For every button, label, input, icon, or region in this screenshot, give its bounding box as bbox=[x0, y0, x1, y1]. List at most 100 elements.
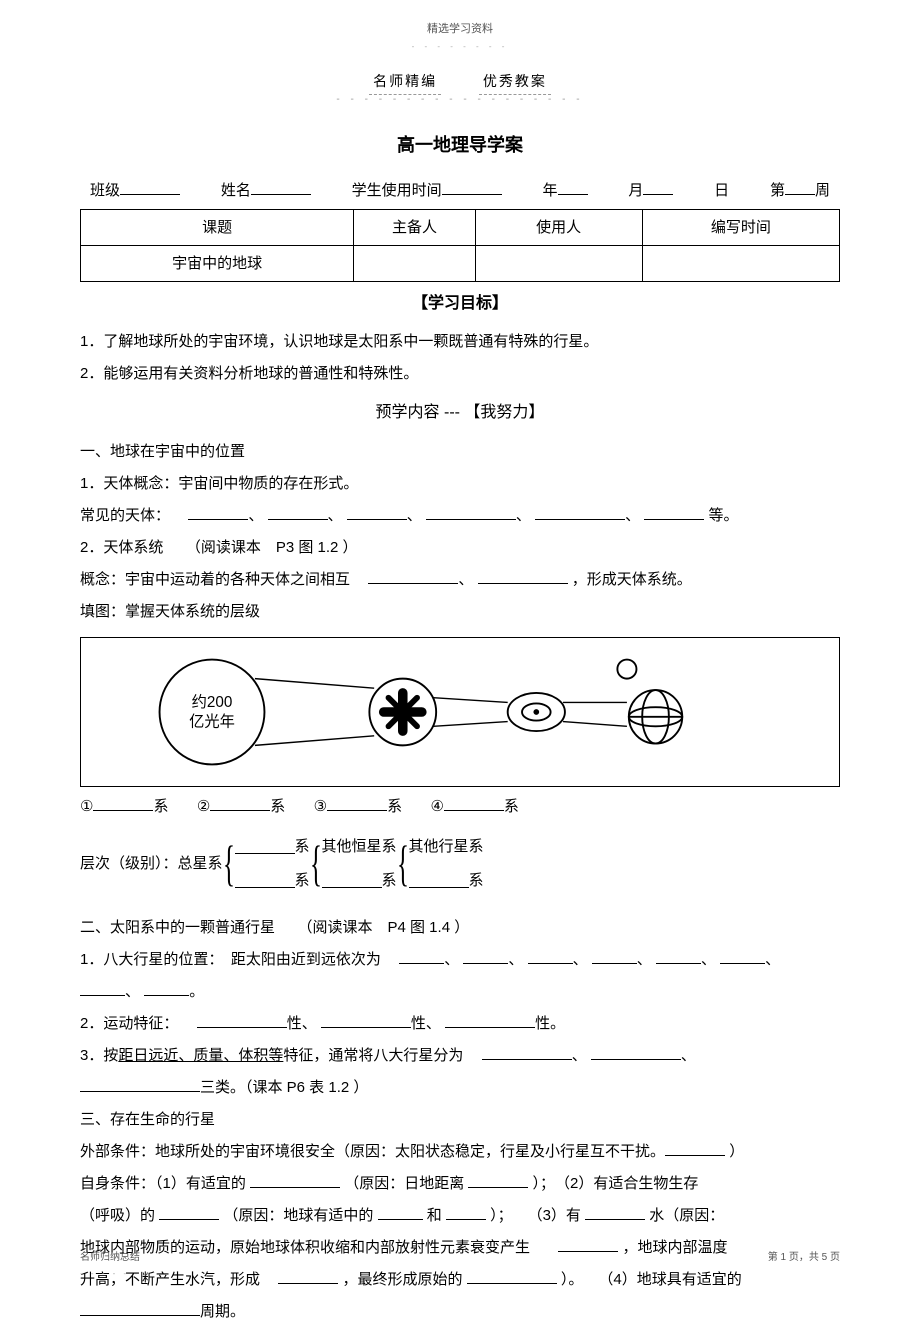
sys: 系 bbox=[295, 866, 310, 896]
header-dashes: - - - - - - - - - - - - - - - - - - bbox=[80, 91, 840, 109]
part3-title: 三、存在生命的行星 bbox=[80, 1105, 840, 1135]
blank[interactable] bbox=[80, 1301, 200, 1316]
blank[interactable] bbox=[409, 873, 469, 888]
sys-label: 系 bbox=[504, 798, 519, 815]
footer-left: 名师归纳总结 bbox=[80, 1249, 151, 1267]
topic-label: 课题 bbox=[81, 209, 354, 245]
c4: ④ bbox=[430, 792, 443, 822]
sep: 、 bbox=[248, 507, 263, 524]
sys: 系 bbox=[295, 832, 310, 862]
topic-value: 宇宙中的地球 bbox=[81, 245, 354, 281]
part2-title: 二、太阳系中的一颗普通行星 （阅读课本 P4 图 1.4 ） bbox=[80, 913, 840, 943]
p2-mid: 性、 bbox=[411, 1015, 441, 1032]
blank[interactable] bbox=[80, 981, 125, 996]
sys: 系 bbox=[469, 866, 484, 896]
year-blank[interactable] bbox=[558, 180, 588, 195]
blank[interactable] bbox=[210, 796, 270, 811]
blank[interactable] bbox=[197, 1013, 287, 1028]
sep: 、 bbox=[637, 951, 652, 968]
blank[interactable] bbox=[347, 505, 407, 520]
blank[interactable] bbox=[80, 1077, 200, 1092]
diagram-text1: 约200 bbox=[192, 694, 233, 711]
sep: 、 bbox=[765, 951, 780, 968]
write-time-label: 编写时间 bbox=[642, 209, 839, 245]
diagram-svg: 约200 亿光年 bbox=[93, 650, 827, 774]
blank[interactable] bbox=[378, 1205, 423, 1220]
sys: 系 bbox=[382, 866, 397, 896]
blank[interactable] bbox=[585, 1205, 645, 1220]
part1-p5: 填图：掌握天体系统的层级 bbox=[80, 597, 840, 627]
blank[interactable] bbox=[446, 1205, 486, 1220]
info-line: 班级 姓名 学生使用时间 年 月 日 第周 bbox=[80, 177, 840, 204]
blank[interactable] bbox=[644, 505, 704, 520]
p4-suffix: ，形成天体系统。 bbox=[572, 571, 692, 588]
blank[interactable] bbox=[368, 569, 458, 584]
blank[interactable] bbox=[720, 949, 765, 964]
blank[interactable] bbox=[535, 505, 625, 520]
blank[interactable] bbox=[327, 796, 387, 811]
write-time-value[interactable] bbox=[642, 245, 839, 281]
blank[interactable] bbox=[322, 873, 382, 888]
week-blank[interactable] bbox=[785, 180, 815, 195]
year-label: 年 bbox=[542, 177, 557, 204]
part1-p1: 1．天体概念：宇宙间中物质的存在形式。 bbox=[80, 469, 840, 499]
blank[interactable] bbox=[188, 505, 248, 520]
blank[interactable] bbox=[399, 949, 444, 964]
blank[interactable] bbox=[235, 839, 295, 854]
c1: ① bbox=[80, 792, 93, 822]
blank[interactable] bbox=[445, 1013, 535, 1028]
blank[interactable] bbox=[268, 505, 328, 520]
month-blank[interactable] bbox=[643, 180, 673, 195]
top-label: 精选学习资料 bbox=[80, 20, 840, 40]
use-time-blank[interactable] bbox=[442, 180, 502, 195]
user-value[interactable] bbox=[475, 245, 642, 281]
blank[interactable] bbox=[656, 949, 701, 964]
blank[interactable] bbox=[144, 981, 189, 996]
body: 1．了解地球所处的宇宙环境，认识地球是太阳系中一颗既普通有特殊的行星。 2．能够… bbox=[80, 327, 840, 1327]
blank[interactable] bbox=[159, 1205, 219, 1220]
sep: 、 bbox=[508, 951, 523, 968]
p2b: （原因：日地距离 bbox=[344, 1175, 464, 1192]
class-blank[interactable] bbox=[120, 180, 180, 195]
blank[interactable] bbox=[321, 1013, 411, 1028]
blank[interactable] bbox=[528, 949, 573, 964]
goal-1: 1．了解地球所处的宇宙环境，认识地球是太阳系中一颗既普通有特殊的行星。 bbox=[80, 327, 840, 357]
sep: 、 bbox=[458, 571, 473, 588]
other-star: 其他恒星系 bbox=[322, 832, 397, 862]
blank[interactable] bbox=[468, 1173, 528, 1188]
blank[interactable] bbox=[592, 949, 637, 964]
sep: 、 bbox=[407, 507, 422, 524]
footer-dots: - - - - - - - bbox=[80, 1267, 151, 1281]
sep: 、 bbox=[681, 1047, 696, 1064]
preparer-value[interactable] bbox=[354, 245, 475, 281]
brace-icon: { bbox=[397, 841, 409, 886]
p3d: ）； （3）有 bbox=[490, 1207, 581, 1224]
blank[interactable] bbox=[250, 1173, 340, 1188]
blank[interactable] bbox=[478, 569, 568, 584]
day-label: 日 bbox=[714, 177, 729, 204]
blank[interactable] bbox=[463, 949, 508, 964]
blank[interactable] bbox=[235, 873, 295, 888]
sep: 、 bbox=[125, 983, 140, 1000]
blank[interactable] bbox=[482, 1045, 572, 1060]
table-row: 课题 主备人 使用人 编写时间 bbox=[81, 209, 840, 245]
month-label: 月 bbox=[628, 177, 643, 204]
sys-label: 系 bbox=[270, 798, 285, 815]
c2: ② bbox=[197, 792, 210, 822]
part1-p2: 常见的天体： 、 、 、 、 、 等。 bbox=[80, 501, 840, 531]
p3-prefix: 3．按 bbox=[80, 1047, 118, 1064]
blank[interactable] bbox=[591, 1045, 681, 1060]
name-blank[interactable] bbox=[251, 180, 311, 195]
brace-icon: { bbox=[223, 841, 235, 886]
blank[interactable] bbox=[444, 796, 504, 811]
part3-p3: （呼吸）的 （原因：地球有适中的 和 ）； （3）有 水（原因： bbox=[80, 1201, 840, 1231]
use-time-label: 学生使用时间 bbox=[352, 177, 442, 204]
blank[interactable] bbox=[93, 796, 153, 811]
sep: 、 bbox=[572, 1047, 587, 1064]
p2-prefix: 2．运动特征： bbox=[80, 1015, 178, 1032]
sep: 、 bbox=[444, 951, 459, 968]
goal-2: 2．能够运用有关资料分析地球的普通性和特殊性。 bbox=[80, 359, 840, 389]
blank[interactable] bbox=[665, 1141, 725, 1156]
main-title: 高一地理导学案 bbox=[80, 129, 840, 161]
blank[interactable] bbox=[426, 505, 516, 520]
